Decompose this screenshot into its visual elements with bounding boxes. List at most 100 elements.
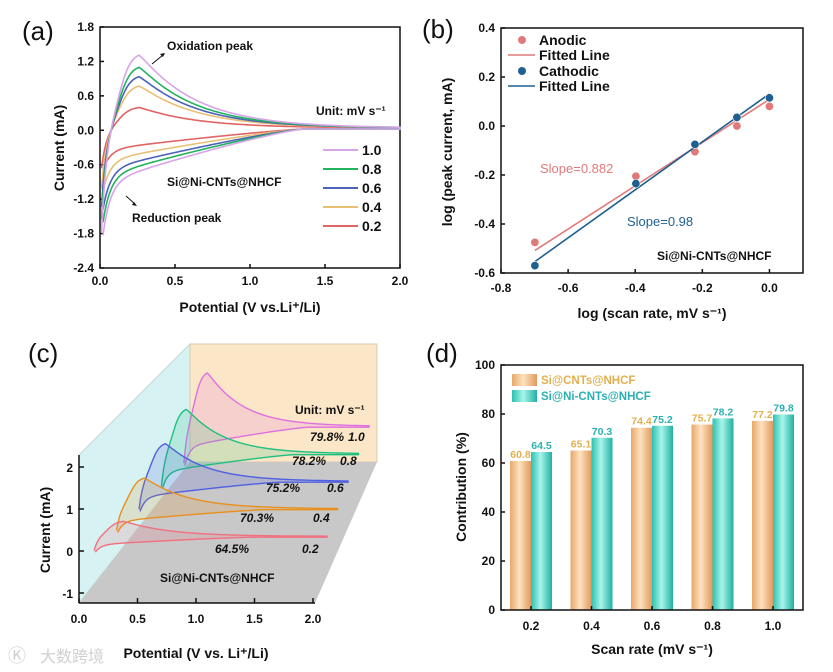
bar-value-label: 64.5 bbox=[531, 440, 552, 452]
bar-si-cnts-0.2 bbox=[510, 461, 531, 610]
bar-si-cnts-0.6 bbox=[631, 427, 652, 610]
reduction-peak-label: Reduction peak bbox=[132, 211, 222, 225]
panel-c: (c) 0.0 0.5 1.0 1.5 2.0 2 1 0 -1 Potential (V vs. … bbox=[8, 338, 378, 666]
x-tick-label: 0.0 bbox=[761, 281, 778, 295]
data-point-anodic bbox=[764, 101, 774, 111]
bar-si-ni-cnts-0.4 bbox=[591, 437, 613, 610]
y-tick-label: -1.8 bbox=[73, 227, 94, 241]
x-tick-label: 1.0 bbox=[188, 612, 205, 626]
y-tick-label: -1 bbox=[62, 587, 73, 601]
x-tick-label: 0.8 bbox=[704, 619, 721, 633]
y-tick-label: 0.2 bbox=[478, 70, 495, 84]
legend-label: Si@Ni-CNTs@NHCF bbox=[541, 391, 651, 403]
y-tick-label: 0.4 bbox=[478, 21, 495, 35]
arrow-head bbox=[132, 202, 137, 206]
oxidation-peak-label: Oxidation peak bbox=[167, 39, 253, 53]
legend-title: Unit: mV s⁻¹ bbox=[295, 403, 365, 417]
cv-curve-0.6 bbox=[100, 75, 401, 210]
y-tick-label: 100 bbox=[475, 358, 495, 372]
bar-value-label: 79.8 bbox=[773, 402, 794, 414]
contribution-label: 70.3% bbox=[240, 511, 274, 525]
arrow-head bbox=[160, 53, 165, 57]
bar-si-ni-cnts-0.8 bbox=[712, 418, 734, 610]
legend-label: Anodic bbox=[539, 32, 587, 48]
bar-si-cnts-0.4 bbox=[570, 450, 592, 610]
bar-value-label: 65.1 bbox=[571, 439, 592, 451]
legend-label: Fitted Line bbox=[539, 47, 610, 63]
bar-value-label: 77.2 bbox=[752, 409, 773, 421]
x-tick-label: -0.2 bbox=[692, 281, 713, 295]
y-tick-label: 1.8 bbox=[77, 20, 94, 34]
legend-label: 0.6 bbox=[362, 180, 382, 196]
watermark-text: 大数跨境 bbox=[40, 647, 104, 666]
data-point-anodic bbox=[732, 121, 742, 131]
y-tick-label: 0.0 bbox=[77, 123, 94, 137]
y-tick-label: 20 bbox=[482, 554, 496, 568]
y-tick-label: 60 bbox=[482, 456, 496, 470]
oxidation-arrow bbox=[151, 54, 164, 65]
y-tick-label: 1 bbox=[66, 503, 73, 517]
x-tick-label: -0.4 bbox=[625, 281, 646, 295]
data-point-cathodic bbox=[732, 112, 742, 122]
bar-si-ni-cnts-1.0 bbox=[773, 414, 794, 610]
y-tick-label: -0.4 bbox=[474, 217, 495, 231]
bar-value-label: 74.4 bbox=[631, 416, 652, 428]
x-tick-label: 1.0 bbox=[242, 274, 259, 288]
bar-value-label: 78.2 bbox=[713, 406, 734, 418]
y-tick-label: -1.2 bbox=[73, 192, 94, 206]
legend-label: 0.8 bbox=[362, 161, 382, 177]
x-tick-label: 0.4 bbox=[583, 619, 600, 633]
scan-rate-label: 1.0 bbox=[348, 430, 365, 444]
sample-label: Si@Ni-CNTs@NHCF bbox=[657, 249, 772, 263]
scan-rate-label: 0.8 bbox=[340, 454, 357, 468]
legend-label: Fitted Line bbox=[539, 78, 610, 94]
scan-rate-label: 0.6 bbox=[327, 481, 344, 495]
bar-si-cnts-1.0 bbox=[752, 420, 773, 610]
legend-label: 0.4 bbox=[362, 199, 382, 215]
x-tick-label: 0.0 bbox=[92, 274, 109, 288]
x-tick-label: -0.6 bbox=[558, 281, 579, 295]
watermark-logo-icon: Ⓚ bbox=[8, 646, 26, 666]
bar-value-label: 75.7 bbox=[692, 413, 713, 425]
cv-curve-0.6 bbox=[138, 442, 349, 512]
panel-label-b: (b) bbox=[422, 14, 454, 44]
y-tick-label: -0.6 bbox=[73, 158, 94, 172]
data-point-cathodic bbox=[631, 179, 641, 189]
legend-label: Si@CNTs@NHCF bbox=[541, 375, 635, 387]
cv-curve-1.0 bbox=[183, 372, 370, 467]
legend-swatch bbox=[512, 374, 537, 386]
sample-label: Si@Ni-CNTs@NHCF bbox=[160, 571, 275, 585]
data-point-cathodic bbox=[764, 93, 774, 103]
scan-rate-label: 0.2 bbox=[302, 542, 319, 556]
fitted-line-cathodic bbox=[534, 93, 770, 263]
bar-value-label: 70.3 bbox=[592, 426, 613, 438]
cv-curve-0.4 bbox=[115, 477, 339, 533]
legend-marker bbox=[518, 36, 526, 44]
legend-marker bbox=[518, 67, 526, 75]
bar-si-ni-cnts-0.6 bbox=[652, 425, 673, 610]
cv-curve-1.0 bbox=[100, 54, 401, 236]
x-tick-label: 0.0 bbox=[71, 612, 88, 626]
x-tick-label: 1.5 bbox=[246, 612, 263, 626]
y-axis-label: Contribution (%) bbox=[453, 432, 469, 542]
y-axis-label: Current (mA) bbox=[37, 487, 53, 573]
y-tick-label: 0 bbox=[66, 545, 73, 559]
bar-value-label: 60.8 bbox=[510, 449, 531, 461]
data-point-cathodic bbox=[690, 139, 700, 149]
plot-frame bbox=[500, 27, 804, 274]
y-tick-label: -0.6 bbox=[474, 266, 495, 280]
y-tick-label: 80 bbox=[482, 407, 496, 421]
legend-label: Cathodic bbox=[539, 63, 599, 79]
x-tick-label: 0.6 bbox=[644, 619, 661, 633]
x-tick-label: 0.2 bbox=[523, 619, 540, 633]
x-tick-label: 0.5 bbox=[167, 274, 184, 288]
x-axis-label: log (scan rate, mV s⁻¹) bbox=[578, 305, 727, 321]
contribution-label: 78.2% bbox=[292, 454, 326, 468]
scan-rate-label: 0.4 bbox=[313, 511, 330, 525]
x-tick-label: 2.0 bbox=[392, 274, 409, 288]
fitted-line-anodic bbox=[534, 98, 770, 252]
contribution-label: 64.5% bbox=[215, 542, 249, 556]
x-tick-label: 2.0 bbox=[305, 612, 322, 626]
cv-curve-0.8 bbox=[160, 408, 360, 489]
slope-label-anodic: Slope=0.882 bbox=[540, 161, 613, 176]
